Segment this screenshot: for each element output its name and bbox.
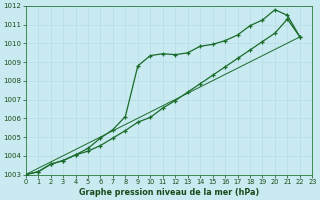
X-axis label: Graphe pression niveau de la mer (hPa): Graphe pression niveau de la mer (hPa) (79, 188, 259, 197)
